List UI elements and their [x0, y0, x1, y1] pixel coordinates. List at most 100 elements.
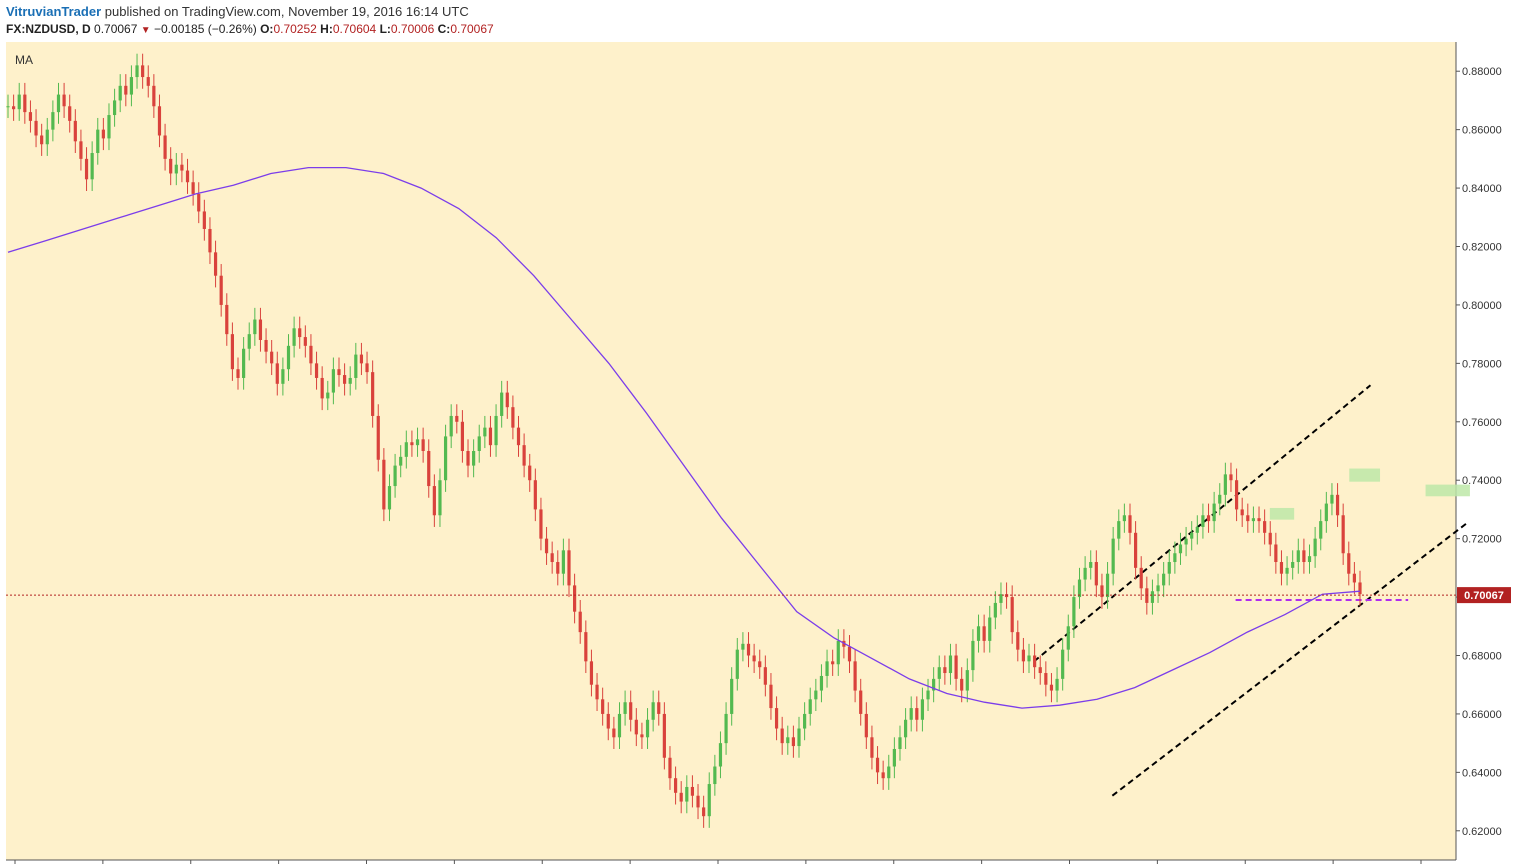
candle-body [1117, 521, 1121, 539]
candle-body [943, 667, 947, 674]
candle-body [258, 319, 263, 340]
candle-body [34, 120, 38, 136]
candle-body [62, 94, 66, 107]
candle-body [847, 646, 852, 662]
candle-body [1077, 579, 1082, 598]
candle-body [971, 640, 975, 671]
candle-body [836, 640, 840, 665]
candle-body [449, 415, 453, 437]
candle-body [371, 372, 375, 416]
candle-body [146, 77, 150, 86]
candle-body [544, 538, 549, 554]
channel-lower-line [1111, 521, 1469, 797]
candle-body [982, 626, 986, 641]
candle-body [909, 708, 913, 720]
plot-area[interactable] [6, 42, 1456, 860]
y-tick-label: 0.72000 [1462, 534, 1502, 546]
candle-body [1094, 562, 1098, 586]
candle-body [1234, 480, 1239, 510]
candle-body [1319, 521, 1323, 539]
candle-body [685, 786, 689, 802]
candle-body [1274, 544, 1278, 563]
candle-body [1156, 585, 1160, 592]
candle-body [331, 369, 335, 393]
candle-body [645, 719, 650, 738]
candle-body [948, 655, 953, 674]
candle-body [746, 643, 751, 656]
close-label: C: [437, 22, 451, 36]
candle-body [309, 345, 313, 364]
candle-body [954, 655, 958, 679]
candle-body [556, 562, 560, 574]
candle-body [550, 553, 554, 563]
y-tick-label: 0.76000 [1462, 417, 1502, 429]
candle-body [1307, 556, 1312, 563]
candle-body [348, 377, 352, 384]
change-value: −0.00185 (−0.26%) [154, 22, 257, 36]
candle-body [326, 392, 330, 399]
candle-body [752, 655, 756, 662]
y-tick-label: 0.86000 [1462, 125, 1502, 137]
candle-body [612, 728, 616, 738]
candle-body [1240, 509, 1244, 516]
channel-layer [1033, 384, 1470, 797]
candle-body [314, 363, 319, 378]
candle-body [651, 702, 655, 720]
candle-body [1251, 518, 1256, 522]
candle-body [1027, 655, 1031, 662]
candle-body [1195, 526, 1199, 533]
resistance-zone [1269, 507, 1295, 520]
candle-body [657, 702, 661, 714]
x-axis[interactable]: AprJunAugOct2015MarMayJulSepNov2016MarMa… [6, 860, 1433, 868]
moving-average-line [7, 166, 1361, 709]
candle-body [1246, 515, 1250, 522]
candle-body [1218, 494, 1222, 504]
price-chart[interactable]: 0.620000.640000.660000.680000.700000.720… [0, 42, 1514, 868]
candle-body [68, 106, 72, 121]
y-tick-label: 0.68000 [1462, 651, 1502, 663]
close-value: 0.70067 [450, 22, 494, 36]
candle-body [870, 737, 874, 758]
candle-body [730, 678, 734, 714]
author-link[interactable]: VitruvianTrader [6, 4, 102, 19]
candle-body [999, 594, 1003, 603]
resistance-zone [1425, 484, 1470, 497]
candle-body [129, 77, 134, 95]
down-arrow-icon: ▼ [140, 25, 151, 36]
last-price-badge [1457, 587, 1511, 604]
symbol-label[interactable]: FX:NZDUSD, D [6, 22, 91, 36]
low-value: 0.70006 [390, 22, 435, 36]
last-price-layer: 0.70067 [6, 587, 1511, 604]
candle-body [180, 164, 184, 171]
candle-body [40, 135, 44, 145]
candle-body [12, 106, 16, 110]
candle-body [202, 211, 206, 229]
candle-body [1184, 538, 1188, 545]
indicator-label[interactable]: MA [15, 53, 33, 67]
candle-body [1100, 585, 1104, 598]
candle-body [275, 363, 279, 384]
candle-body [786, 737, 790, 744]
candle-body [438, 480, 442, 516]
candle-body [965, 670, 969, 691]
candle-body [242, 348, 246, 378]
candle-body [881, 772, 885, 779]
candle-body [1044, 673, 1048, 685]
candle-body [247, 334, 251, 349]
candle-body [1038, 667, 1042, 674]
y-axis[interactable]: 0.620000.640000.660000.680000.700000.720… [1456, 66, 1502, 838]
candle-body [118, 85, 122, 101]
candle-body [169, 158, 173, 174]
candle-body [415, 439, 420, 446]
candle-body [892, 748, 896, 767]
candle-body [174, 164, 178, 174]
candle-body [774, 708, 779, 729]
candle-body [427, 451, 431, 487]
candle-body [528, 465, 532, 481]
candle-body [859, 690, 863, 714]
candle-body [915, 708, 919, 720]
candle-body [634, 719, 638, 735]
y-tick-label: 0.66000 [1462, 709, 1502, 721]
candle-body [516, 427, 521, 446]
candle-body [404, 442, 408, 457]
